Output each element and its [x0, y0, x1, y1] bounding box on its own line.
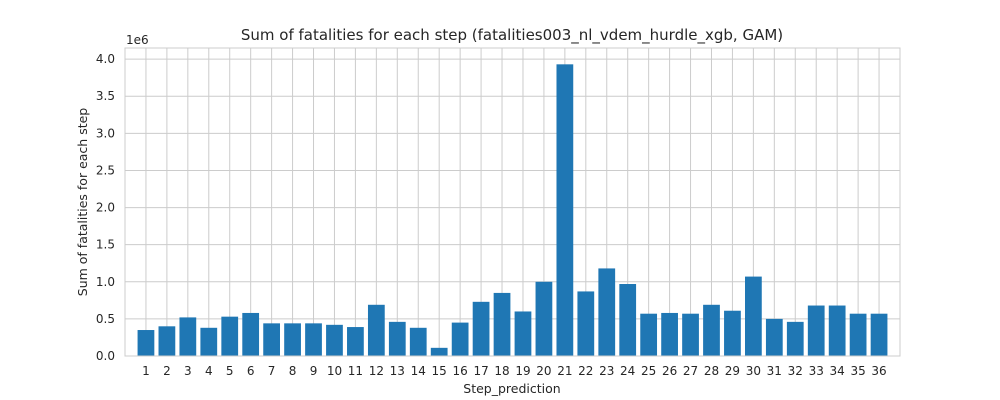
- x-axis-label: Step_prediction: [463, 381, 560, 396]
- bar-step-32: [786, 321, 804, 356]
- y-tick-label: 0.5: [96, 312, 115, 326]
- y-tick-label: 2.0: [96, 201, 115, 215]
- x-tick-label: 3: [184, 364, 192, 378]
- grid-layer: [125, 48, 900, 357]
- bar-step-2: [158, 326, 176, 356]
- plot-frame: [124, 47, 901, 357]
- x-tick-label: 10: [327, 364, 342, 378]
- x-tick-label: 31: [767, 364, 782, 378]
- bar-step-36: [870, 313, 888, 356]
- bar-step-3: [179, 317, 197, 356]
- y-tick-label: 4.0: [96, 52, 115, 66]
- bar-step-31: [765, 318, 783, 356]
- y-tick-labels: 0.0 0.5 1.0 1.5 2.0 2.5 3.0 3.5 4.0: [96, 52, 115, 363]
- bar-step-17: [472, 301, 490, 356]
- bar-step-12: [367, 304, 385, 356]
- bar-step-15: [430, 347, 448, 356]
- x-tick-label: 8: [289, 364, 297, 378]
- x-tick-label: 23: [599, 364, 614, 378]
- bar-step-33: [807, 305, 825, 356]
- x-tick-labels: 1 2 3 4 5 6 7 8 9 10 11 12 13 14 15 16 17 18 19 20 21 22 23 24 2…: [142, 364, 887, 378]
- x-tick-label: 15: [432, 364, 447, 378]
- x-tick-label: 32: [788, 364, 803, 378]
- bar-step-4: [200, 327, 218, 356]
- x-tick-label: 11: [348, 364, 363, 378]
- x-tick-label: 9: [310, 364, 318, 378]
- bar-step-21: [556, 64, 574, 357]
- y-axis-offset-label: 1e6: [126, 33, 149, 47]
- bar-step-29: [724, 310, 741, 356]
- bar-step-10: [326, 324, 343, 356]
- bar-step-14: [409, 327, 427, 356]
- y-tick-label: 2.5: [96, 163, 115, 177]
- y-tick-label: 3.0: [96, 126, 115, 140]
- x-tick-label: 4: [205, 364, 213, 378]
- bar-layer: [137, 64, 888, 357]
- x-tick-label: 13: [390, 364, 405, 378]
- x-tick-label: 14: [411, 364, 426, 378]
- y-tick-label: 1.0: [96, 275, 115, 289]
- bar-step-16: [451, 322, 469, 356]
- x-tick-label: 28: [704, 364, 719, 378]
- x-tick-label: 18: [494, 364, 509, 378]
- y-tick-label: 0.0: [96, 349, 115, 363]
- bar-step-30: [745, 276, 762, 356]
- x-tick-label: 36: [871, 364, 886, 378]
- bar-step-19: [514, 311, 532, 356]
- x-tick-label: 33: [809, 364, 824, 378]
- x-tick-label: 6: [247, 364, 255, 378]
- bar-step-22: [577, 291, 595, 356]
- x-tick-label: 16: [452, 364, 467, 378]
- chart-title: Sum of fatalities for each step (fatalit…: [241, 26, 783, 45]
- bar-step-9: [305, 323, 322, 356]
- y-tick-label: 3.5: [96, 89, 115, 103]
- bar-step-25: [640, 313, 658, 356]
- bar-step-18: [493, 292, 511, 356]
- x-tick-label: 30: [746, 364, 761, 378]
- bar-step-34: [828, 305, 846, 356]
- bar-step-35: [849, 313, 867, 356]
- bar-step-13: [388, 321, 406, 356]
- x-tick-label: 24: [620, 364, 635, 378]
- x-tick-label: 17: [473, 364, 488, 378]
- x-tick-label: 12: [369, 364, 384, 378]
- y-tick-label: 1.5: [96, 238, 115, 252]
- x-tick-label: 27: [683, 364, 698, 378]
- x-tick-label: 34: [830, 364, 845, 378]
- x-tick-label: 29: [725, 364, 740, 378]
- bar-step-7: [263, 323, 280, 356]
- x-tick-label: 2: [163, 364, 171, 378]
- bar-step-5: [221, 316, 239, 356]
- x-tick-label: 35: [850, 364, 865, 378]
- bar-step-1: [137, 330, 155, 356]
- x-tick-label: 20: [536, 364, 551, 378]
- x-tick-label: 26: [662, 364, 677, 378]
- bar-step-20: [535, 281, 553, 356]
- x-tick-label: 25: [641, 364, 656, 378]
- y-axis-label: Sum of fatalities for each step: [75, 108, 90, 297]
- bar-step-26: [661, 312, 678, 356]
- bar-step-27: [682, 313, 699, 356]
- bar-step-24: [619, 284, 637, 356]
- x-tick-label: 1: [142, 364, 150, 378]
- bar-step-6: [242, 312, 260, 356]
- bar-step-23: [598, 268, 616, 356]
- bar-step-8: [284, 323, 301, 356]
- bar-step-11: [347, 327, 364, 356]
- x-tick-label: 21: [557, 364, 572, 378]
- x-tick-label: 7: [268, 364, 276, 378]
- x-tick-label: 5: [226, 364, 234, 378]
- bar-step-28: [703, 304, 720, 356]
- x-tick-label: 22: [578, 364, 593, 378]
- x-tick-label: 19: [515, 364, 530, 378]
